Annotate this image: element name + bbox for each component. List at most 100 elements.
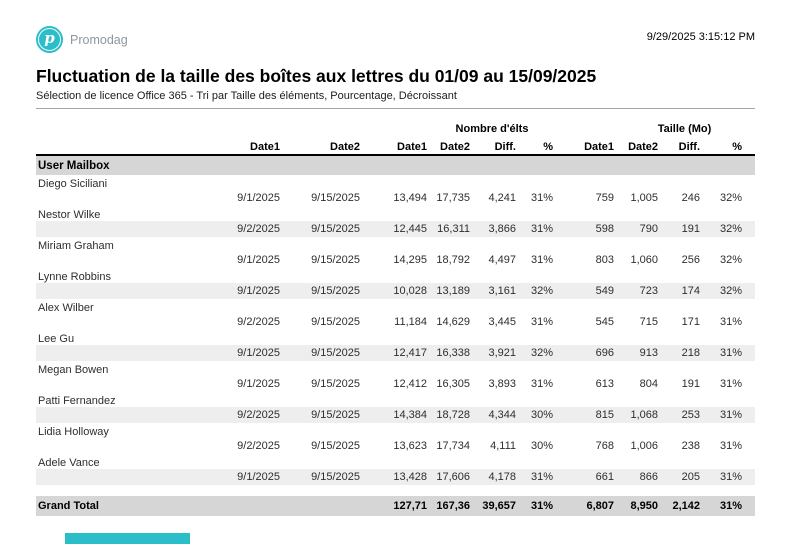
cell-s_date2: 913 <box>614 345 659 361</box>
cell-n_date1: 14,295 <box>393 254 427 266</box>
grand-total-n-diff: 39,657 <box>470 496 516 516</box>
cell-n_date2: 16,305 <box>436 378 470 390</box>
cell-n_date2: 13,189 <box>427 283 470 299</box>
mailbox-row-values: 9/2/2025 9/15/2025 14,384 18,728 4,344 30% 815… <box>36 407 756 423</box>
cell-s_date2: 866 <box>614 469 659 485</box>
mailbox-name: Lee Gu <box>38 333 75 345</box>
cell-n_pct: 30% <box>516 407 558 423</box>
cell-date2: 9/15/2025 <box>311 192 360 204</box>
mailbox-row-name: Megan Bowen <box>36 361 755 376</box>
mailbox-row-values: 9/1/2025 9/15/2025 13,428 17,606 4,178 31% 661… <box>36 469 756 485</box>
mailbox-name: Lynne Robbins <box>38 271 111 283</box>
cell-s_date2: 1,068 <box>614 407 659 423</box>
mailbox-row-values: 9/2/2025 9/15/2025 13,623 17,734 4,111 30% 768… <box>36 438 755 454</box>
cell-s_pct: 31% <box>700 469 756 485</box>
header-divider <box>36 108 755 109</box>
cell-date2: 9/15/2025 <box>280 345 360 361</box>
cell-n_pct: 32% <box>516 345 558 361</box>
cell-s_pct: 32% <box>720 192 743 204</box>
promodag-logo: p Promodag <box>36 26 128 53</box>
grand-total-row: Grand Total 127,71 167,36 39,657 31% 6,8… <box>36 496 756 516</box>
mailbox-row-name: Lidia Holloway <box>36 423 755 438</box>
cell-date1: 9/1/2025 <box>36 283 280 299</box>
cell-date2: 9/15/2025 <box>280 469 360 485</box>
cell-n_pct: 32% <box>516 283 558 299</box>
cell-n_date1: 12,412 <box>393 378 427 390</box>
cell-s_date1: 661 <box>557 469 615 485</box>
column-header-1: Date2 <box>280 135 360 156</box>
cell-n_pct: 31% <box>531 378 554 390</box>
cell-date1: 9/2/2025 <box>36 221 280 237</box>
mailbox-row-values: 9/1/2025 9/15/2025 14,295 18,792 4,497 31% 803… <box>36 252 755 268</box>
brand-name: Promodag <box>70 32 128 47</box>
spacer-row <box>36 485 756 496</box>
footer-brand-bar <box>65 533 190 544</box>
cell-date1: 9/2/2025 <box>36 407 280 423</box>
cell-date2: 9/15/2025 <box>280 407 360 423</box>
grand-total-label: Grand Total <box>36 496 360 516</box>
cell-n_date2: 17,735 <box>436 192 470 204</box>
cell-s_date1: 815 <box>557 407 615 423</box>
mailbox-row-name: Lee Gu <box>36 330 755 345</box>
cell-s_date2: 715 <box>639 316 659 328</box>
cell-date1: 9/1/2025 <box>237 192 280 204</box>
cell-n_pct: 31% <box>531 316 554 328</box>
cell-s_diff: 238 <box>681 440 701 452</box>
group-header-spacer <box>557 117 614 135</box>
cell-s_date1: 768 <box>595 440 615 452</box>
mailbox-row-values: 9/1/2025 9/15/2025 10,028 13,189 3,161 32% 549… <box>36 283 756 299</box>
cell-n_date2: 18,792 <box>436 254 470 266</box>
grand-total-s-pct: 31% <box>700 496 756 516</box>
mailbox-row-name: Alex Wilber <box>36 299 755 314</box>
cell-s_date1: 549 <box>557 283 615 299</box>
cell-n_diff: 4,241 <box>488 192 516 204</box>
column-header-row: Date1 Date2 Date1 Date2 Diff.% Date1 Date2 Diff… <box>36 135 756 156</box>
cell-s_pct: 32% <box>700 283 756 299</box>
cell-s_pct: 31% <box>720 440 743 452</box>
cell-s_pct: 32% <box>700 221 756 237</box>
cell-n_date1: 13,494 <box>393 192 427 204</box>
cell-s_pct: 31% <box>700 407 756 423</box>
cell-n_pct: 30% <box>531 440 554 452</box>
cell-n_date2: 16,311 <box>427 221 470 237</box>
column-header-6: Date1 <box>557 135 615 156</box>
cell-date1: 9/1/2025 <box>237 378 280 390</box>
cell-s_date1: 613 <box>595 378 615 390</box>
mailbox-row-name: Patti Fernandez <box>36 392 755 407</box>
cell-n_diff: 3,161 <box>470 283 516 299</box>
cell-n_pct: 31% <box>531 254 554 266</box>
mailbox-row-values: 9/1/2025 9/15/2025 12,417 16,338 3,921 32% 696… <box>36 345 756 361</box>
cell-s_pct: 31% <box>720 316 743 328</box>
cell-n_diff: 4,111 <box>490 440 516 452</box>
cell-n_date1: 13,623 <box>393 440 427 452</box>
cell-s_diff: 174 <box>658 283 701 299</box>
cell-s_date1: 696 <box>557 345 615 361</box>
cell-n_date1: 12,417 <box>360 345 427 361</box>
mailbox-row-name: Nestor Wilke <box>36 206 755 221</box>
cell-s_date2: 1,005 <box>630 192 659 204</box>
column-header-2: Date1 <box>360 135 427 156</box>
group-header-spacer <box>36 117 427 135</box>
column-header-4: Diff. <box>470 135 516 156</box>
cell-s_date1: 803 <box>595 254 615 266</box>
cell-date2: 9/15/2025 <box>280 221 360 237</box>
cell-s_date1: 545 <box>595 316 615 328</box>
column-header-7: Date2 <box>614 135 659 156</box>
column-header-3: Date2 <box>427 135 470 156</box>
cell-n_date1: 12,445 <box>360 221 427 237</box>
cell-n_date2: 18,728 <box>427 407 470 423</box>
mailbox-row-name: Lynne Robbins <box>36 268 755 283</box>
cell-n_date1: 14,384 <box>360 407 427 423</box>
mailbox-name: Adele Vance <box>38 457 100 469</box>
cell-s_pct: 32% <box>720 254 743 266</box>
cell-s_date2: 790 <box>614 221 659 237</box>
mailbox-name: Patti Fernandez <box>38 395 116 407</box>
cell-date2: 9/15/2025 <box>280 283 360 299</box>
cell-date1: 9/2/2025 <box>237 316 280 328</box>
report-content: p Promodag 9/29/2025 3:15:12 PM Fluctuat… <box>36 26 756 516</box>
mailbox-name: Nestor Wilke <box>38 209 101 221</box>
mailbox-row-values: 9/2/2025 9/15/2025 11,184 14,629 3,445 31% 545… <box>36 314 755 330</box>
cell-date2: 9/15/2025 <box>311 316 360 328</box>
cell-s_diff: 218 <box>658 345 701 361</box>
cell-n_diff: 4,497 <box>488 254 516 266</box>
